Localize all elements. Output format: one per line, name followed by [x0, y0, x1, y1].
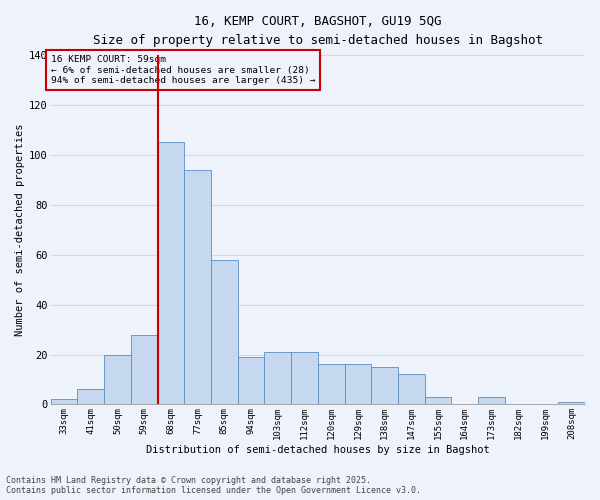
Text: 16 KEMP COURT: 59sqm
← 6% of semi-detached houses are smaller (28)
94% of semi-d: 16 KEMP COURT: 59sqm ← 6% of semi-detach… — [50, 55, 315, 85]
Title: 16, KEMP COURT, BAGSHOT, GU19 5QG
Size of property relative to semi-detached hou: 16, KEMP COURT, BAGSHOT, GU19 5QG Size o… — [93, 15, 543, 47]
Bar — [318, 364, 344, 405]
Bar — [398, 374, 425, 404]
Bar — [291, 352, 318, 405]
Bar — [344, 364, 371, 405]
Bar — [558, 402, 585, 404]
Text: Contains HM Land Registry data © Crown copyright and database right 2025.
Contai: Contains HM Land Registry data © Crown c… — [6, 476, 421, 495]
Bar — [158, 142, 184, 404]
Bar — [131, 334, 158, 404]
Bar — [184, 170, 211, 404]
Bar — [50, 400, 77, 404]
Bar — [371, 367, 398, 405]
Bar — [104, 354, 131, 405]
Bar — [211, 260, 238, 404]
X-axis label: Distribution of semi-detached houses by size in Bagshot: Distribution of semi-detached houses by … — [146, 445, 490, 455]
Bar — [77, 390, 104, 404]
Bar — [478, 397, 505, 404]
Bar — [425, 397, 451, 404]
Bar — [238, 357, 265, 405]
Bar — [265, 352, 291, 405]
Y-axis label: Number of semi-detached properties: Number of semi-detached properties — [15, 124, 25, 336]
